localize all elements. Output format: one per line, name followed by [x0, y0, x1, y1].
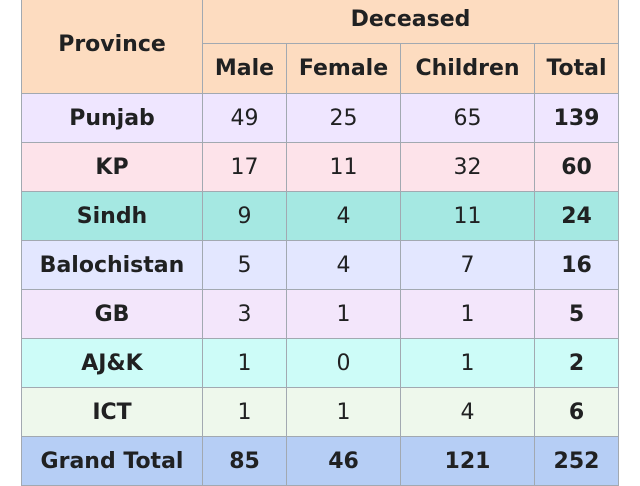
total-cell: 24	[533, 191, 620, 241]
table-row: Sindh 9 4 11 24	[21, 191, 620, 241]
male-cell: 49	[202, 93, 287, 143]
children-cell: 7	[400, 240, 535, 290]
grand-total-total: 252	[533, 436, 620, 486]
children-cell: 1	[400, 289, 535, 339]
grand-total-label: Grand Total	[21, 436, 203, 486]
province-cell: Sindh	[21, 191, 203, 241]
province-cell: GB	[21, 289, 203, 339]
table-row: ICT 1 1 4 6	[21, 387, 620, 437]
table-row: Balochistan 5 4 7 16	[21, 240, 620, 290]
male-cell: 3	[202, 289, 287, 339]
children-cell: 4	[400, 387, 535, 437]
female-header: Female	[286, 43, 401, 94]
deceased-header: Deceased	[201, 0, 620, 44]
children-cell: 11	[400, 191, 535, 241]
female-cell: 1	[286, 289, 401, 339]
total-cell: 16	[533, 240, 620, 290]
province-header: Province	[21, 0, 203, 94]
total-cell: 2	[533, 338, 620, 388]
province-cell: Punjab	[21, 93, 203, 143]
province-cell: Balochistan	[21, 240, 203, 290]
table-row: AJ&K 1 0 1 2	[21, 338, 620, 388]
province-cell: AJ&K	[21, 338, 203, 388]
male-header: Male	[202, 43, 287, 94]
table-row: KP 17 11 32 60	[21, 142, 620, 192]
male-cell: 1	[202, 387, 287, 437]
grand-total-children: 121	[400, 436, 535, 486]
total-cell: 60	[533, 142, 620, 192]
table-header: Province Deceased Male Female Children T…	[21, 0, 620, 94]
grand-total-male: 85	[202, 436, 287, 486]
female-cell: 25	[286, 93, 401, 143]
grand-total-row: Grand Total 85 46 121 252	[21, 436, 620, 486]
male-cell: 1	[202, 338, 287, 388]
children-header: Children	[400, 43, 535, 94]
total-header: Total	[533, 43, 620, 94]
province-cell: ICT	[21, 387, 203, 437]
children-cell: 1	[400, 338, 535, 388]
province-cell: KP	[21, 142, 203, 192]
female-cell: 0	[286, 338, 401, 388]
table-body: Punjab 49 25 65 139 KP 17 11 32 60 Sindh…	[21, 93, 620, 486]
female-cell: 11	[286, 142, 401, 192]
table-row: Punjab 49 25 65 139	[21, 93, 620, 143]
deceased-table: Province Deceased Male Female Children T…	[21, 0, 620, 486]
total-cell: 5	[533, 289, 620, 339]
male-cell: 9	[202, 191, 287, 241]
children-cell: 32	[400, 142, 535, 192]
female-cell: 4	[286, 240, 401, 290]
male-cell: 5	[202, 240, 287, 290]
children-cell: 65	[400, 93, 535, 143]
male-cell: 17	[202, 142, 287, 192]
female-cell: 1	[286, 387, 401, 437]
grand-total-female: 46	[286, 436, 401, 486]
total-cell: 139	[533, 93, 620, 143]
table-row: GB 3 1 1 5	[21, 289, 620, 339]
female-cell: 4	[286, 191, 401, 241]
total-cell: 6	[533, 387, 620, 437]
